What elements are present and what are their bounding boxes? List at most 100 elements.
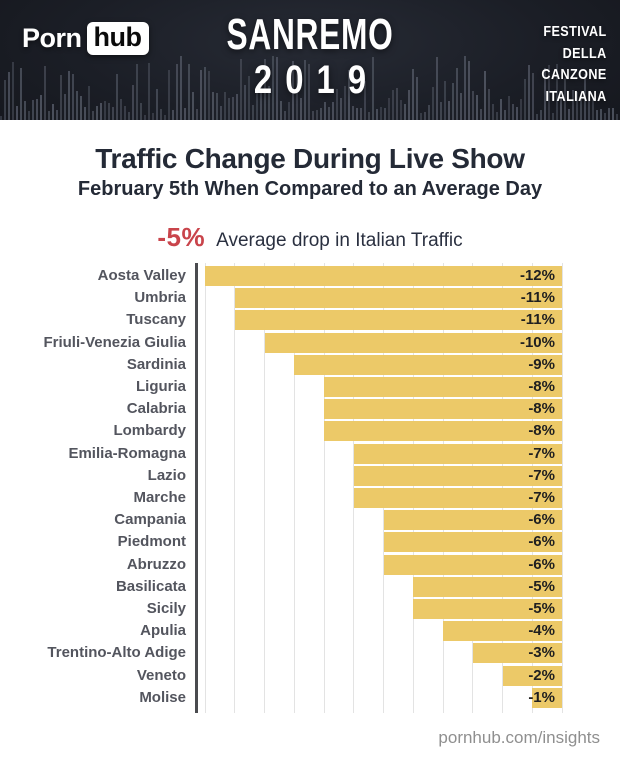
average-drop-label: Average drop in Italian Traffic (216, 230, 463, 251)
waveform-bar (260, 82, 262, 120)
waveform-bar (28, 110, 30, 120)
waveform-bar (564, 78, 566, 120)
waveform-bar (116, 74, 118, 120)
waveform-bar (12, 62, 14, 120)
waveform-bar (68, 70, 70, 120)
waveform-bar (244, 85, 246, 120)
waveform-bar (508, 96, 510, 120)
waveform-bar (364, 80, 366, 120)
waveform-bar (0, 116, 2, 120)
value-label: -10% (519, 333, 555, 351)
region-label: Sardinia (126, 355, 186, 373)
region-label: Liguria (135, 378, 186, 395)
waveform-bar (568, 108, 570, 120)
waveform-bar (188, 63, 190, 120)
waveform-bar (392, 89, 394, 120)
waveform-bar (128, 111, 130, 120)
bar-row: Molise -1% (0, 687, 620, 708)
waveform-bar (444, 81, 446, 120)
value-label: -5% (528, 577, 555, 595)
festival-line: DELLA (562, 44, 607, 62)
waveform-bar (488, 88, 490, 120)
bar-row: Sicily -5% (0, 599, 620, 619)
waveform-bar (272, 56, 274, 120)
traffic-bar: -5% (413, 599, 562, 619)
waveform-bar (588, 92, 590, 120)
waveform-bar (416, 77, 418, 120)
waveform-bar (300, 98, 302, 120)
bar-row: Trentino-Alto Adige -3% (0, 643, 620, 664)
gridline (561, 263, 563, 713)
waveform-bar (100, 102, 102, 120)
waveform-bar (120, 99, 122, 120)
festival-line: ITALIANA (545, 87, 607, 105)
waveform-bar (192, 91, 194, 120)
waveform-bar (84, 106, 86, 120)
value-label: -4% (528, 622, 555, 640)
traffic-bar: -11% (234, 310, 562, 331)
value-label: -1% (528, 688, 555, 706)
average-drop-line: -5% Average drop in Italian Traffic (0, 222, 620, 253)
waveform-bar (252, 104, 254, 120)
traffic-bar: -7% (353, 443, 562, 464)
page-title: Traffic Change During Live Show (95, 143, 525, 174)
waveform-bar (96, 105, 98, 120)
waveform-bar (232, 97, 234, 120)
traffic-bar: -6% (383, 554, 562, 575)
region-label: Calabria (126, 400, 186, 418)
waveform-bar (92, 111, 94, 120)
bar-row: Marche -7% (0, 488, 620, 508)
waveform-bar (424, 112, 426, 120)
bar-row: Aosta Valley -12% (0, 266, 620, 286)
value-label: -7% (528, 489, 555, 506)
waveform-bar (288, 101, 290, 120)
value-label: -3% (528, 644, 555, 662)
waveform-bar (476, 94, 478, 120)
waveform-bar (412, 68, 414, 120)
value-label: -7% (528, 466, 555, 484)
region-label: Aosta Valley (97, 267, 186, 284)
waveform-bar (156, 88, 158, 120)
value-label: -7% (528, 444, 555, 462)
waveform-bar (164, 114, 166, 120)
waveform-bar (572, 89, 574, 120)
value-label: -6% (528, 511, 555, 529)
waveform-bar (500, 98, 502, 120)
waveform-bar (172, 109, 174, 120)
insights-url: pornhub.com/insights (438, 728, 600, 747)
waveform-bar (372, 56, 374, 120)
waveform-bar (320, 108, 322, 120)
waveform-bar (280, 100, 282, 120)
waveform-bar (168, 70, 170, 120)
bar-row: Piedmont -6% (0, 532, 620, 553)
waveform-bar (456, 67, 458, 120)
waveform-bar (560, 97, 562, 120)
waveform-bar (220, 106, 222, 120)
bar-row: Tuscany -11% (0, 310, 620, 331)
waveform-bar (512, 103, 514, 120)
waveform-bar (516, 106, 518, 120)
headline-block: Traffic Change During Live Show February… (0, 144, 620, 253)
waveform-bar (356, 108, 358, 120)
bar-row: Liguria -8% (0, 377, 620, 397)
waveform-bar (528, 65, 530, 120)
waveform-bar (472, 90, 474, 120)
waveform-bar (548, 64, 550, 120)
bar-row: Apulia -4% (0, 621, 620, 642)
waveform-bar (108, 103, 110, 120)
region-label: Emilia-Romagna (68, 444, 186, 462)
waveform-bar (576, 91, 578, 120)
waveform-bar (144, 115, 146, 120)
region-label: Sicily (146, 600, 186, 617)
value-label: -2% (528, 666, 555, 684)
waveform-bar (504, 110, 506, 120)
waveform-bar (420, 113, 422, 120)
traffic-bar: -8% (324, 399, 562, 420)
festival-line: CANZONE (541, 66, 607, 83)
waveform-bar (492, 104, 494, 120)
waveform-bar (396, 88, 398, 120)
waveform-bar (464, 56, 466, 120)
waveform-bar (72, 73, 74, 120)
traffic-bar: -7% (353, 465, 562, 486)
waveform-bar (284, 111, 286, 120)
